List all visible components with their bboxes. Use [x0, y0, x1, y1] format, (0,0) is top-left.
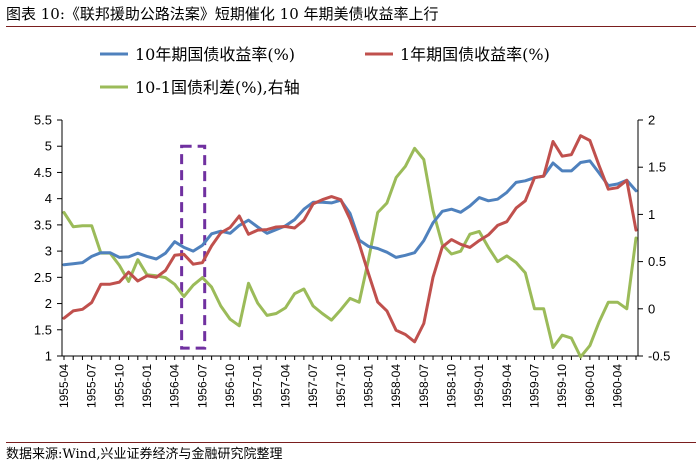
axes: 1 1.5 2 2.5 3 3.5 4 4.5 5 5.5 -0.5 0 0.5 1 1.5 2 1955-04… [34, 113, 670, 409]
y-right-tick-label: 1.5 [648, 160, 666, 175]
x-tick-label: 1959-10 [555, 364, 569, 408]
x-tick-label: 1960-04 [611, 364, 625, 408]
x-tick-label: 1959-01 [472, 364, 486, 408]
y-left-tick-label: 3.5 [34, 217, 52, 232]
y-left-tick-label: 5 [45, 139, 52, 154]
x-tick-label: 1957-10 [334, 364, 348, 408]
series-line-10y [62, 159, 638, 267]
legend: 10年期国债收益率(%) 1年期国债收益率(%) 10-1国债利差(%),右轴 [100, 45, 550, 97]
series-line-1y [62, 134, 638, 344]
y-right-tick-label: 2 [648, 113, 655, 128]
y-left-tick-label: 1 [45, 349, 52, 364]
x-tick-label: 1956-01 [140, 364, 154, 408]
x-tick-label: 1957-01 [251, 364, 265, 408]
x-tick-label: 1958-07 [417, 364, 431, 408]
x-tick-label: 1959-04 [500, 364, 514, 408]
x-tick-label: 1957-04 [278, 364, 292, 408]
y-left-tick-label: 4 [45, 191, 52, 206]
x-tick-label: 1958-01 [361, 364, 375, 408]
chart: 10年期国债收益率(%) 1年期国债收益率(%) 10-1国债利差(%),右轴 … [34, 45, 670, 409]
y-left-tick-label: 5.5 [34, 113, 52, 128]
y-left-tick-label: 2 [45, 296, 52, 311]
legend-label-1y: 1年期国债收益率(%) [400, 45, 550, 64]
y-right-tick-label: -0.5 [648, 349, 670, 364]
x-tick-label: 1955-07 [85, 364, 99, 408]
series-lines [62, 134, 638, 359]
x-tick-label: 1957-07 [306, 364, 320, 408]
y-left-tick-label: 1.5 [34, 322, 52, 337]
x-tick-label: 1955-10 [112, 364, 126, 408]
y-left-tick-label: 4.5 [34, 165, 52, 180]
x-tick-label: 1960-01 [583, 364, 597, 408]
figure-title: 图表 10:《联邦援助公路法案》短期催化 10 年期美债收益率上行 [6, 2, 696, 27]
x-tick-label: 1959-07 [528, 364, 542, 408]
y-right-tick-label: 1 [648, 207, 655, 222]
x-tick-label: 1956-10 [223, 364, 237, 408]
x-tick-label: 1955-04 [57, 364, 71, 408]
y-right-tick-label: 0 [648, 301, 655, 316]
legend-label-10y: 10年期国债收益率(%) [135, 45, 295, 64]
y-left-tick-label: 3 [45, 244, 52, 259]
x-tick-label: 1956-04 [168, 364, 182, 408]
x-tick-label: 1958-10 [444, 364, 458, 408]
y-right-tick-label: 0.5 [648, 254, 666, 269]
source-note: 数据来源:Wind,兴业证券经济与金融研究院整理 [6, 442, 696, 467]
series-line-spread [62, 146, 638, 359]
x-tick-label: 1956-07 [195, 364, 209, 408]
legend-label-spread: 10-1国债利差(%),右轴 [135, 78, 300, 97]
y-left-tick-label: 2.5 [34, 270, 52, 285]
x-tick-label: 1958-04 [389, 364, 403, 408]
